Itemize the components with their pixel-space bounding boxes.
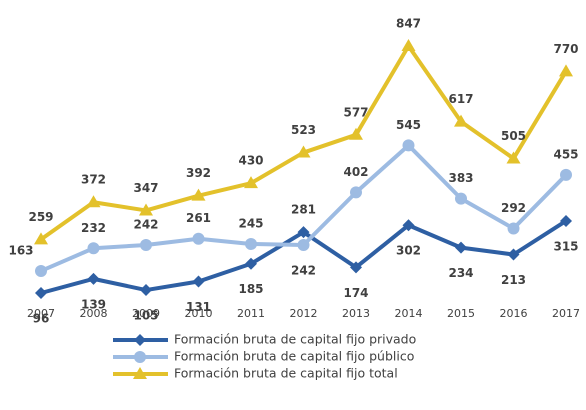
data-label: 245	[238, 216, 263, 230]
x-tick-label: 2007	[27, 307, 55, 320]
data-label: 131	[186, 300, 211, 314]
marker	[245, 257, 257, 270]
marker	[296, 145, 311, 158]
marker	[560, 168, 572, 181]
data-label: 242	[291, 263, 316, 277]
marker	[297, 238, 310, 251]
marker	[133, 367, 147, 379]
x-tick-label: 2013	[342, 307, 370, 320]
marker	[191, 188, 206, 201]
marker	[506, 151, 521, 164]
legend-label: Formación bruta de capital fijo privado	[174, 332, 416, 347]
data-label: 302	[396, 244, 421, 258]
marker	[87, 272, 100, 285]
data-label: 185	[238, 282, 263, 296]
marker	[139, 203, 153, 216]
data-label: 402	[343, 165, 368, 179]
data-label: 347	[133, 181, 158, 195]
data-label: 770	[553, 42, 578, 56]
marker	[401, 39, 416, 51]
data-label: 96	[33, 312, 50, 326]
data-label: 505	[501, 129, 526, 143]
marker	[134, 351, 146, 363]
marker	[455, 192, 467, 205]
data-label: 234	[448, 266, 473, 280]
data-label: 577	[343, 105, 368, 119]
marker	[192, 232, 205, 245]
x-tick-label: 2009	[132, 307, 160, 320]
data-label: 292	[501, 201, 526, 215]
marker	[34, 232, 48, 245]
legend-label: Formación bruta de capital fijo público	[174, 349, 414, 364]
legend-label: Formación bruta de capital fijo total	[174, 366, 398, 381]
data-label: 242	[133, 217, 158, 231]
data-label: 523	[291, 123, 316, 137]
data-label: 232	[81, 221, 106, 235]
x-tick-label: 2010	[185, 307, 213, 320]
marker	[192, 275, 205, 288]
marker	[349, 127, 363, 140]
data-label: 617	[448, 92, 473, 106]
marker	[140, 284, 152, 297]
x-tick-label: 2015	[447, 307, 475, 320]
marker	[35, 264, 47, 277]
data-label: 455	[553, 147, 578, 161]
x-tick-label: 2008	[80, 307, 108, 320]
data-label: 105	[133, 309, 158, 323]
data-label: 281	[291, 203, 316, 217]
data-label: 383	[448, 171, 473, 185]
marker	[559, 64, 573, 77]
marker	[560, 214, 572, 227]
marker	[134, 334, 146, 346]
marker	[402, 139, 415, 152]
marker	[87, 242, 100, 255]
x-tick-label: 2012	[290, 307, 318, 320]
data-label: 163	[8, 243, 33, 257]
marker	[244, 176, 258, 189]
marker	[297, 226, 310, 239]
x-tick-label: 2016	[500, 307, 528, 320]
marker	[35, 287, 47, 299]
marker	[454, 114, 468, 127]
data-label: 545	[396, 118, 421, 132]
data-label: 213	[501, 273, 526, 287]
x-tick-label: 2017	[552, 307, 580, 320]
x-tick-label: 2011	[237, 307, 265, 320]
data-label: 259	[28, 210, 53, 224]
marker	[507, 248, 520, 261]
marker	[86, 195, 101, 208]
marker	[455, 241, 467, 254]
data-label: 174	[343, 286, 368, 300]
marker	[402, 219, 415, 232]
data-label: 372	[81, 173, 106, 187]
marker	[350, 186, 362, 199]
data-label: 139	[81, 297, 106, 311]
marker	[507, 222, 520, 235]
data-label: 847	[396, 17, 421, 31]
marker	[140, 238, 152, 251]
data-label: 392	[186, 166, 211, 180]
marker	[350, 261, 362, 274]
data-label: 261	[186, 211, 211, 225]
data-label: 430	[238, 154, 263, 168]
marker	[245, 237, 257, 250]
data-label: 315	[553, 239, 578, 253]
x-tick-label: 2014	[395, 307, 423, 320]
